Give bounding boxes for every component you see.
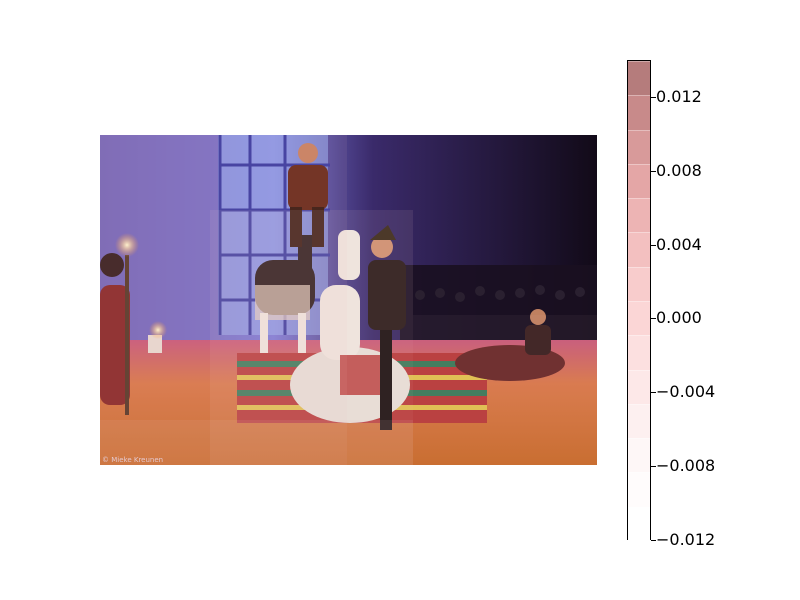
colorbar [627,60,651,541]
colorbar-tick-label: −0.004 [656,382,716,401]
colorbar-band [628,369,650,404]
colorbar-tick [651,97,656,98]
colorbar-tick-label: −0.008 [656,456,716,475]
colorbar-band [628,301,650,336]
colorbar-band [628,506,650,541]
performance-photo [100,135,597,465]
man-with-hat [368,225,406,430]
colorbar-tick-label: 0.004 [656,235,702,254]
colorbar-tick [651,466,656,467]
colorbar-band [628,335,650,370]
colorbar-band [628,61,650,96]
colorbar-band [628,198,650,233]
standing-horse [255,235,315,353]
colorbar-tick-label: −0.012 [656,530,716,549]
audience-area [400,265,597,345]
colorbar-tick [651,318,656,319]
audience-heads [415,285,585,302]
colorbar-band [628,163,650,199]
saliency-overlay [100,135,597,465]
colorbar-band [628,266,650,301]
colorbar-tick [651,245,656,246]
colorbar-tick-label: 0.000 [656,308,702,327]
colorbar-band [628,129,650,164]
colorbar-tick-label: 0.008 [656,161,702,180]
colorbar-band [628,232,650,267]
colorbar-band [628,403,650,439]
colorbar-band [628,95,650,130]
colorbar-tick [651,540,656,541]
colorbar-band [628,438,650,473]
dancer-left [100,233,139,415]
colorbar-tick [651,171,656,172]
rider-right [525,309,551,355]
photo-credit: © Mieke Kreunen [102,456,164,464]
colorbar-band [628,472,650,507]
colorbar-tick-label: 0.012 [656,87,702,106]
standing-rider [288,143,328,247]
fire-bowl [148,321,167,353]
colorbar-tick [651,392,656,393]
